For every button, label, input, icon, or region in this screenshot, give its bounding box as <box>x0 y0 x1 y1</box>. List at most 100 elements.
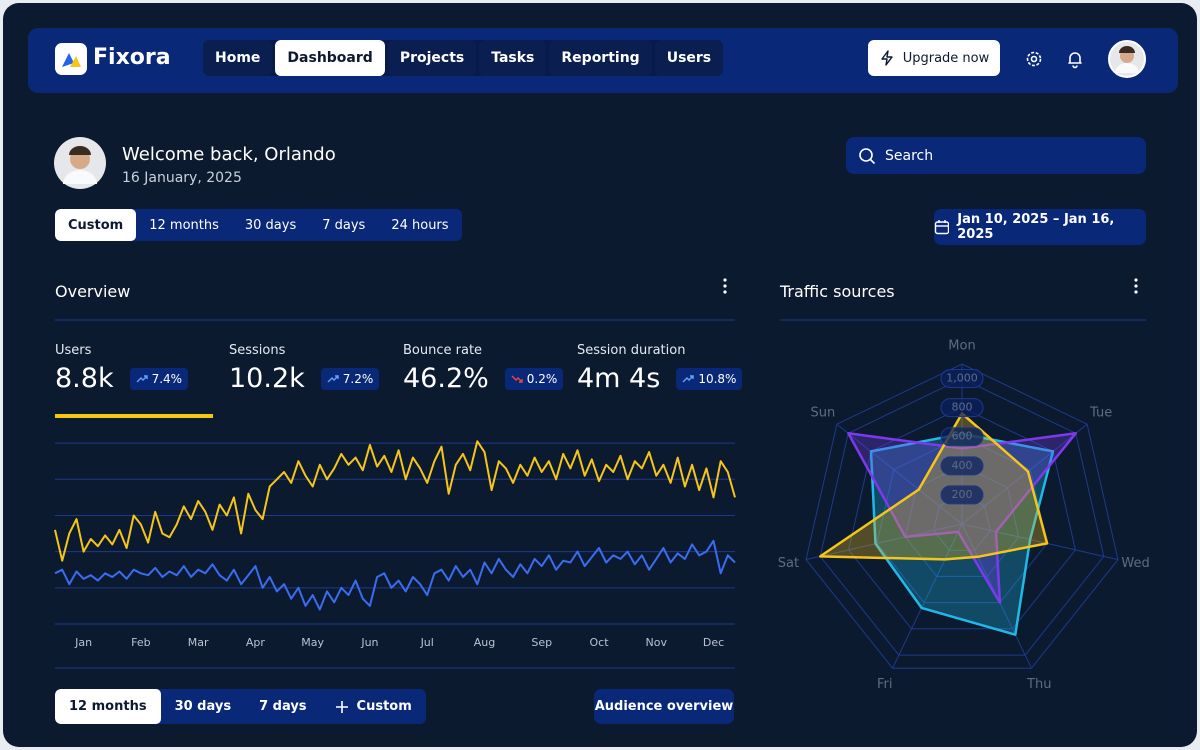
plus-icon <box>335 700 348 713</box>
tab[interactable]: 7 days <box>309 209 378 241</box>
change-badge: 0.2% <box>504 367 564 390</box>
tab[interactable]: Reporting <box>549 40 652 76</box>
tab-label: 7 days <box>322 217 366 233</box>
radar-spoke <box>836 423 963 525</box>
axis-label: Sun <box>810 406 835 421</box>
tab[interactable]: 12 months <box>55 689 161 724</box>
change-badge: 7.4% <box>129 367 189 390</box>
trend-icon <box>327 374 339 382</box>
metric-row: 10.2k 7.2% <box>229 363 380 394</box>
nav-tabs: Home Dashboard Projects Tasks Reporting Users <box>203 40 724 76</box>
search-icon <box>859 147 876 164</box>
radar-ring <box>904 465 1020 577</box>
r-tick-label: 1,000 <box>946 372 978 385</box>
bolt-icon <box>881 50 893 66</box>
x-tick-label: Jul <box>420 636 434 649</box>
metric-label: Session duration <box>577 343 686 358</box>
tab-label: Reporting <box>561 50 640 66</box>
calendar-icon <box>934 220 950 235</box>
user-avatar[interactable] <box>1108 40 1146 78</box>
radar-spoke <box>805 523 963 561</box>
welcome-date: 16 January, 2025 <box>122 170 242 186</box>
tab[interactable]: Tasks <box>479 40 547 76</box>
overview-title: Overview <box>55 282 131 301</box>
tab[interactable]: Users <box>654 40 724 76</box>
trend-icon <box>511 375 523 383</box>
trend-icon <box>136 374 148 382</box>
tab[interactable]: Custom <box>321 689 426 724</box>
tab-label: 24 hours <box>391 217 449 233</box>
r-tick-label: 600 <box>952 430 973 443</box>
tab[interactable]: 30 days <box>161 689 246 724</box>
x-tick-label: Apr <box>246 636 266 649</box>
date-range-label: Jan 10, 2025 – Jan 16, 2025 <box>957 212 1115 242</box>
trend-icon <box>682 374 695 382</box>
logo[interactable] <box>55 43 87 75</box>
tick-pill <box>940 427 984 447</box>
tick-pill <box>940 456 984 476</box>
tab[interactable]: Custom <box>55 209 137 241</box>
radar-spoke <box>892 523 963 669</box>
metric-row: 46.2% 0.2% <box>403 363 564 394</box>
x-tick-label: Mar <box>188 636 209 649</box>
tab[interactable]: 24 hours <box>378 209 461 241</box>
traffic-menu[interactable] <box>1132 277 1140 295</box>
change-badge: 7.2% <box>320 367 380 390</box>
tab[interactable]: 30 days <box>232 209 309 241</box>
metric-value: 10.2k <box>229 363 305 394</box>
range-tabs: Custom 12 months 30 days 7 days 24 hours <box>55 209 462 241</box>
tab-label: 30 days <box>174 699 232 714</box>
change-badge: 10.8% <box>676 367 743 390</box>
tab-label: Home <box>215 50 261 66</box>
tab-label: 7 days <box>259 699 307 714</box>
tab-label: Custom <box>68 217 124 233</box>
axis-label: Fri <box>877 677 893 692</box>
welcome-title: Welcome back, Orlando <box>122 144 336 165</box>
upgrade-button[interactable]: Upgrade now <box>868 40 1000 76</box>
tab[interactable]: 12 months <box>136 209 232 241</box>
radar-spoke <box>961 523 1119 561</box>
search-box[interactable]: Search <box>846 137 1146 174</box>
tab-label: Custom <box>356 699 412 714</box>
x-tick-label: Oct <box>589 636 609 649</box>
bell-icon[interactable] <box>1065 49 1085 69</box>
tab[interactable]: 7 days <box>245 689 320 724</box>
metric-label: Bounce rate <box>403 343 483 358</box>
x-tick-label: Sep <box>531 636 552 649</box>
settings-icon[interactable] <box>1024 49 1044 69</box>
traffic-title: Traffic sources <box>780 282 895 301</box>
brand: Fixora <box>93 45 171 70</box>
metric-label: Users <box>55 343 92 358</box>
audience-button[interactable]: Audience overview <box>594 689 734 724</box>
chart-layer: Jan Feb Mar Apr May Jun Jul Aug Sep Oct Nov Dec Mon T… <box>54 319 1150 692</box>
tab-label: Users <box>666 50 712 66</box>
series-line <box>54 440 736 562</box>
axis-label: Thu <box>1026 677 1051 692</box>
axis-label: Tue <box>1089 406 1112 421</box>
logo-icon <box>62 53 81 67</box>
r-tick-label: 400 <box>952 459 973 472</box>
tab-label: Projects <box>399 50 465 66</box>
overview-menu[interactable] <box>721 277 729 295</box>
radar-area <box>818 412 1049 561</box>
axis-label: Sat <box>778 556 799 571</box>
metric-label: Sessions <box>229 343 286 358</box>
tab[interactable]: Projects <box>387 40 477 76</box>
x-tick-label: Aug <box>474 636 495 649</box>
x-tick-label: Nov <box>646 636 668 649</box>
metric-row: 4m 4s 10.8% <box>577 363 743 394</box>
date-range-button[interactable]: Jan 10, 2025 – Jan 16, 2025 <box>934 209 1146 245</box>
change-value: 7.4% <box>151 371 183 386</box>
metric-underline <box>55 414 213 418</box>
footer-tabs: 12 months 30 days 7 days Custom <box>55 689 426 724</box>
upgrade-label: Upgrade now <box>902 50 990 66</box>
tab[interactable]: Home <box>203 40 273 76</box>
change-value: 10.8% <box>698 371 737 386</box>
tab-label: 30 days <box>244 217 297 233</box>
tab-label: 12 months <box>149 217 219 233</box>
x-tick-label: Feb <box>131 636 150 649</box>
axis-label: Wed <box>1121 556 1149 571</box>
tab[interactable]: Dashboard <box>275 40 385 76</box>
tab-label: 12 months <box>69 699 147 714</box>
